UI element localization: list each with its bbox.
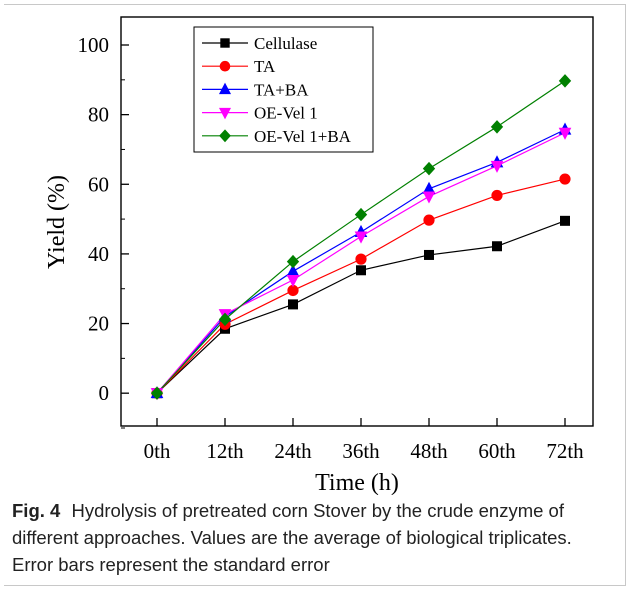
- data-point: [150, 386, 164, 400]
- data-point: [286, 254, 300, 269]
- series-line: [156, 220, 566, 394]
- x-tick-label: 60th: [478, 439, 516, 463]
- data-point: [558, 74, 572, 88]
- y-tick-label: 40: [88, 242, 109, 266]
- data-point: [286, 275, 300, 288]
- data-point: [490, 120, 504, 134]
- legend-swatch-marker: [218, 82, 232, 95]
- legend-label: TA: [254, 57, 276, 76]
- figure-frame: [4, 4, 626, 586]
- figure-caption: Fig. 4 Hydrolysis of pretreated corn Sto…: [12, 497, 612, 578]
- legend-swatch-marker: [218, 107, 232, 120]
- data-point: [558, 127, 572, 140]
- data-point: [424, 249, 434, 260]
- data-point: [218, 312, 232, 327]
- data-point: [422, 161, 436, 176]
- y-tick-label: 80: [88, 103, 109, 127]
- figure-label: Fig. 4: [12, 500, 61, 521]
- series-markers: [150, 74, 572, 401]
- data-point: [491, 189, 503, 202]
- legend-swatch-marker: [219, 129, 231, 143]
- data-point: [288, 299, 298, 310]
- caption-text: Hydrolysis of pretreated corn Stover by …: [12, 500, 572, 575]
- data-point: [423, 214, 435, 226]
- legend-label: OE-Vel 1: [254, 104, 318, 123]
- x-tick-label: 36th: [342, 439, 380, 463]
- y-tick-label: 20: [88, 312, 109, 336]
- data-point: [560, 215, 570, 226]
- x-axis: 0th 12th 24th 36th 48th 60th 72th: [144, 418, 584, 463]
- y-axis: 0 20 40 60 80 100: [78, 33, 129, 429]
- data-point: [354, 207, 368, 222]
- x-tick-label: 12th: [206, 439, 244, 463]
- plot-frame: [120, 16, 594, 427]
- legend-swatch-marker: [220, 38, 230, 48]
- y-axis-title: Yield (%): [44, 175, 70, 269]
- data-point: [356, 265, 366, 276]
- y-tick-label: 60: [88, 172, 109, 196]
- data-point: [354, 231, 368, 244]
- legend-label: Cellulase: [254, 34, 317, 53]
- x-axis-title: Time (h): [315, 470, 399, 495]
- x-tick-label: 72th: [546, 439, 584, 463]
- x-tick-label: 0th: [144, 439, 171, 463]
- data-point: [559, 173, 571, 185]
- data-point: [490, 160, 504, 173]
- legend-label: OE-Vel 1+BA: [254, 127, 352, 146]
- legend: Cellulase TA TA+BA OE-Vel 1 OE-Vel 1+BA: [193, 26, 374, 153]
- y-tick-label: 100: [78, 33, 110, 57]
- legend-swatch-marker: [219, 60, 231, 72]
- y-tick-label: 0: [99, 381, 110, 405]
- data-point: [492, 241, 502, 252]
- data-point: [422, 191, 436, 204]
- x-tick-label: 24th: [274, 439, 312, 463]
- legend-label: TA+BA: [254, 80, 309, 99]
- line-chart: 0 20 40 60 80 100 0th 12th 24th 36th 48th 60th 72th…: [44, 16, 594, 495]
- data-point: [355, 253, 367, 265]
- x-tick-label: 48th: [410, 439, 448, 463]
